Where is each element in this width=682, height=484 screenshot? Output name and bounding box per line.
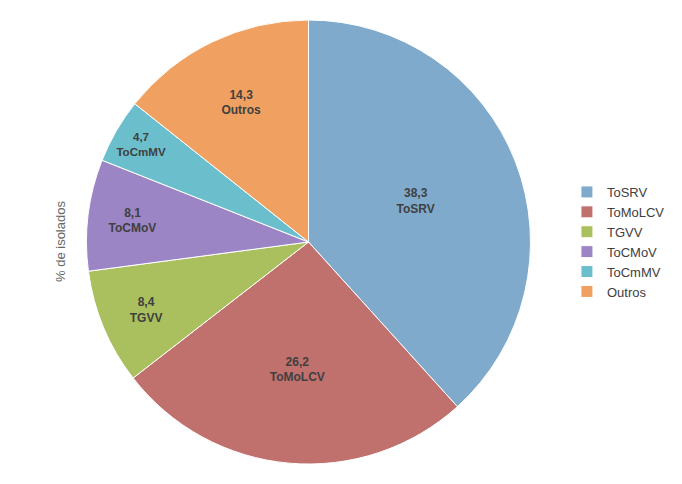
svg-text:8,1ToCMoV: 8,1ToCMoV — [109, 206, 157, 236]
svg-text:ToCmMV: ToCmMV — [607, 265, 661, 280]
svg-text:Outros: Outros — [607, 285, 647, 300]
svg-text:ToSRV: ToSRV — [607, 185, 648, 200]
svg-text:14,3Outros: 14,3Outros — [221, 88, 261, 118]
svg-text:ToMoLCV: ToMoLCV — [607, 205, 664, 220]
svg-text:TGVV: TGVV — [607, 225, 643, 240]
svg-text:8,4TGVV: 8,4TGVV — [130, 295, 163, 325]
svg-text:38,3ToSRV: 38,3ToSRV — [397, 186, 435, 216]
svg-text:% de isolados: % de isolados — [53, 201, 68, 282]
svg-text:ToCMoV: ToCMoV — [607, 245, 657, 260]
svg-text:4,7ToCmMV: 4,7ToCmMV — [116, 131, 165, 158]
svg-text:26,2ToMoLCV: 26,2ToMoLCV — [270, 355, 325, 385]
